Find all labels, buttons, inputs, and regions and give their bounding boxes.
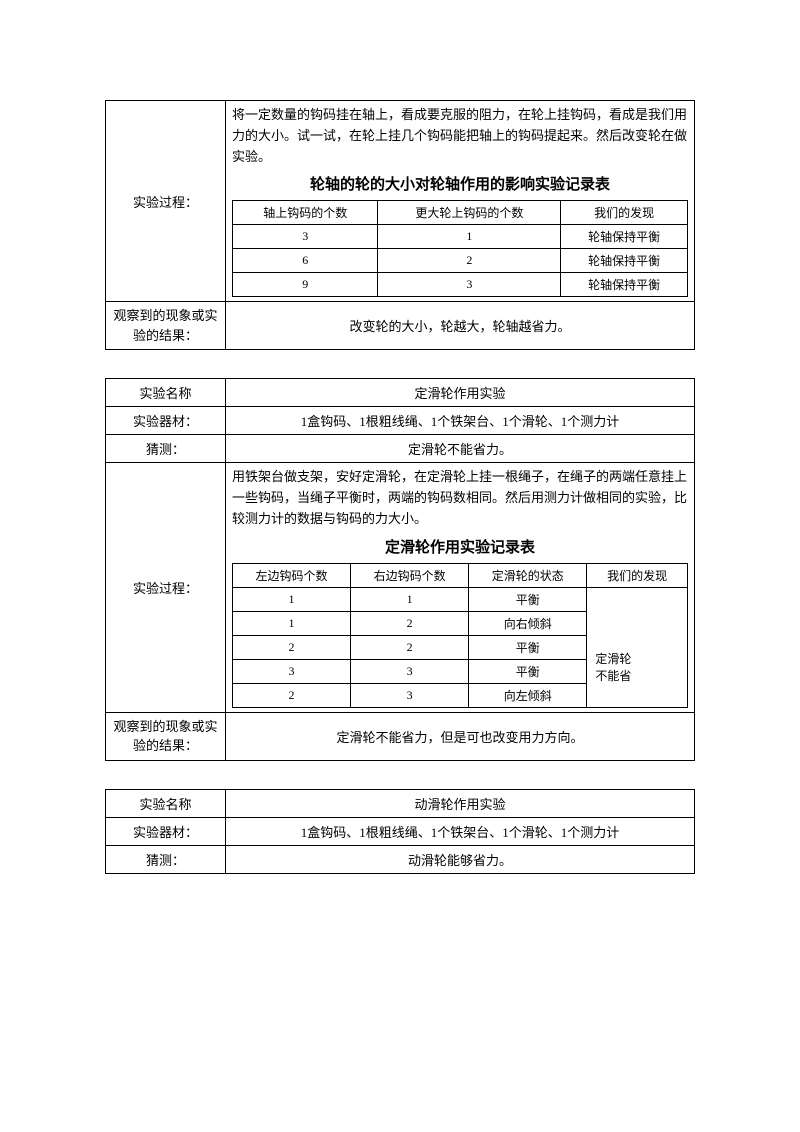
result-label: 观察到的现象或实验的结果： [106,712,226,760]
experiment-table-1: 实验过程： 将一定数量的钩码挂在轴上，看成要克服的阻力，在轮上挂钩码，看成是我们… [105,100,695,350]
inner-cell: 轮轴保持平衡 [561,225,688,249]
inner-header: 定滑轮的状态 [469,563,587,587]
inner-cell: 1 [351,587,469,611]
finding-line: 定滑轮 [595,650,683,667]
result-content: 改变轮的大小，轮越大，轮轴越省力。 [226,302,695,350]
inner-cell: 向右倾斜 [469,611,587,635]
guess-label: 猜测： [106,435,226,463]
equipment-content: 1盒钩码、1根粗线绳、1个铁架台、1个滑轮、1个测力计 [226,817,695,845]
process-intro: 将一定数量的钩码挂在轴上，看成要克服的阻力，在轮上挂钩码，看成是我们用力的大小。… [232,105,688,167]
process-label: 实验过程： [106,101,226,302]
inner-header: 左边钩码个数 [233,563,351,587]
guess-label: 猜测： [106,845,226,873]
inner-cell: 向左倾斜 [469,683,587,707]
equipment-label: 实验器材： [106,407,226,435]
inner-header: 轴上钩码的个数 [233,201,378,225]
inner-cell: 3 [233,225,378,249]
inner-cell: 2 [233,683,351,707]
inner-cell: 轮轴保持平衡 [561,273,688,297]
inner-cell: 1 [233,611,351,635]
process-content: 用铁架台做支架，安好定滑轮，在定滑轮上挂一根绳子，在绳子的两端任意挂上一些钩码，… [226,463,695,712]
equipment-content: 1盒钩码、1根粗线绳、1个铁架台、1个滑轮、1个测力计 [226,407,695,435]
inner-header: 我们的发现 [561,201,688,225]
process-intro: 用铁架台做支架，安好定滑轮，在定滑轮上挂一根绳子，在绳子的两端任意挂上一些钩码，… [232,467,688,529]
inner-cell: 3 [351,683,469,707]
inner-header: 更大轮上钩码的个数 [378,201,561,225]
result-content: 定滑轮不能省力，但是可也改变用力方向。 [226,712,695,760]
inner-cell: 6 [233,249,378,273]
guess-content: 动滑轮能够省力。 [226,845,695,873]
inner-cell: 3 [351,659,469,683]
inner-header: 右边钩码个数 [351,563,469,587]
inner-cell: 2 [351,611,469,635]
equipment-label: 实验器材： [106,817,226,845]
inner-header: 我们的发现 [587,563,688,587]
inner-cell: 轮轴保持平衡 [561,249,688,273]
process-title: 轮轴的轮的大小对轮轴作用的影响实验记录表 [232,173,688,194]
inner-cell: 2 [233,635,351,659]
name-label: 实验名称 [106,789,226,817]
name-label: 实验名称 [106,379,226,407]
process-content: 将一定数量的钩码挂在轴上，看成要克服的阻力，在轮上挂钩码，看成是我们用力的大小。… [226,101,695,302]
guess-content: 定滑轮不能省力。 [226,435,695,463]
inner-data-table-2: 左边钩码个数 右边钩码个数 定滑轮的状态 我们的发现 1 1 平衡 定滑轮 不能… [232,563,688,708]
finding-line: 不能省 [595,667,683,684]
inner-cell: 平衡 [469,587,587,611]
experiment-table-2: 实验名称 定滑轮作用实验 实验器材： 1盒钩码、1根粗线绳、1个铁架台、1个滑轮… [105,378,695,760]
inner-cell: 平衡 [469,659,587,683]
inner-data-table-1: 轴上钩码的个数 更大轮上钩码的个数 我们的发现 3 1 轮轴保持平衡 6 2 轮… [232,200,688,297]
inner-cell: 1 [233,587,351,611]
inner-cell: 3 [233,659,351,683]
experiment-table-3: 实验名称 动滑轮作用实验 实验器材： 1盒钩码、1根粗线绳、1个铁架台、1个滑轮… [105,789,695,874]
inner-cell: 1 [378,225,561,249]
name-content: 动滑轮作用实验 [226,789,695,817]
inner-cell: 3 [378,273,561,297]
inner-cell: 2 [351,635,469,659]
process-label: 实验过程： [106,463,226,712]
inner-cell: 2 [378,249,561,273]
process-title: 定滑轮作用实验记录表 [232,536,688,557]
inner-cell: 平衡 [469,635,587,659]
result-label: 观察到的现象或实验的结果： [106,302,226,350]
finding-cell: 定滑轮 不能省 [587,587,688,707]
inner-cell: 9 [233,273,378,297]
name-content: 定滑轮作用实验 [226,379,695,407]
